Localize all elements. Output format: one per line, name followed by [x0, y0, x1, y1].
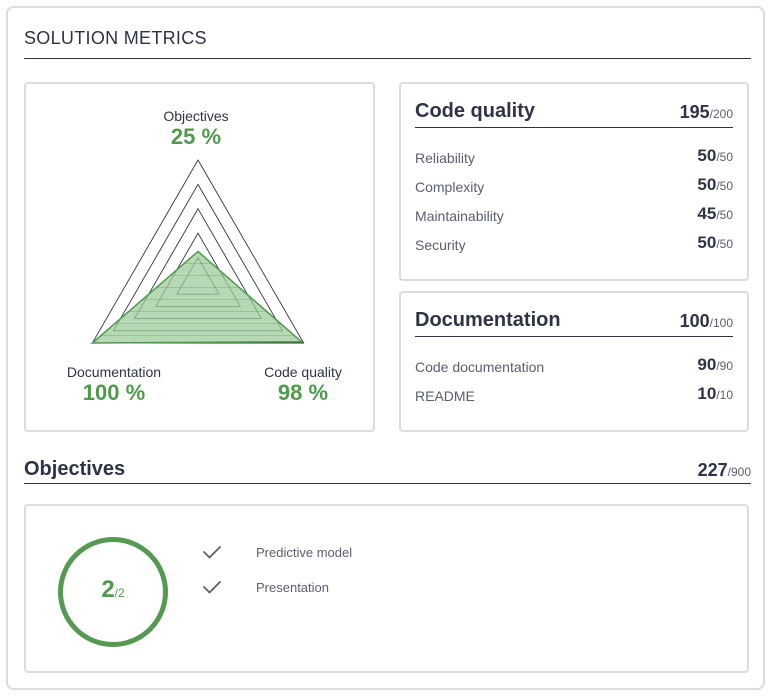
metric-score: 50 — [697, 146, 717, 165]
check-icon — [203, 546, 221, 559]
objective-task-label: Predictive model — [256, 545, 353, 560]
metric-max: /50 — [716, 208, 733, 222]
metric-row-complexity: Complexity 50/50 — [415, 175, 733, 197]
metric-label: Complexity — [415, 179, 485, 195]
objectives-max: /900 — [727, 465, 751, 479]
code-quality-panel: Code quality 195/200 Reliability 50/50 C… — [399, 82, 749, 281]
metric-max: /90 — [716, 359, 733, 373]
title-divider — [24, 58, 751, 59]
metric-row-security: Security 50/50 — [415, 233, 733, 255]
metric-value: 50/50 — [697, 175, 733, 195]
metric-label: Security — [415, 237, 466, 253]
objectives-header: Objectives 227/900 — [24, 458, 751, 484]
metric-row-readme: README 10/10 — [415, 384, 733, 406]
metric-score: 50 — [697, 233, 717, 252]
radar-panel: Objectives 25 % Documentation 100 % Code… — [24, 82, 375, 432]
metric-value: 90/90 — [697, 355, 733, 375]
radar-chart — [90, 159, 305, 344]
code-quality-max: /200 — [709, 107, 733, 121]
metric-max: /50 — [716, 150, 733, 164]
radar-area — [90, 250, 304, 344]
metric-max: /50 — [716, 179, 733, 193]
axis-value-objectives: 25 % — [170, 124, 222, 149]
metric-score: 45 — [697, 204, 717, 223]
solution-metrics-card: SOLUTION METRICS Objectives 25 % Documen… — [6, 6, 765, 690]
objectives-title: Objectives — [24, 458, 126, 480]
metric-label: Reliability — [415, 150, 475, 166]
page-title: SOLUTION METRICS — [24, 28, 207, 48]
metric-label: Code documentation — [415, 359, 545, 375]
metric-row-code-documentation: Code documentation 90/90 — [415, 355, 733, 377]
axis-value-documentation: 100 % — [82, 380, 146, 405]
metric-score: 50 — [697, 175, 717, 194]
metric-row-reliability: Reliability 50/50 — [415, 146, 733, 168]
axis-value-code-quality: 98 % — [277, 380, 329, 405]
metric-row-maintainability: Maintainability 45/50 — [415, 204, 733, 226]
documentation-header: Documentation 100/100 — [415, 309, 733, 337]
metric-score: 90 — [697, 355, 717, 374]
objectives-total: 227/900 — [698, 460, 751, 481]
code-quality-header: Code quality 195/200 — [415, 100, 733, 128]
axis-label-documentation: Documentation — [66, 364, 162, 380]
metric-label: README — [415, 388, 475, 404]
metric-label: Maintainability — [415, 208, 504, 224]
metric-value: 10/10 — [697, 384, 733, 404]
objectives-progress-text: 2/2 — [63, 576, 163, 604]
objectives-score: 227 — [697, 460, 728, 480]
radar-hatch — [101, 263, 295, 336]
documentation-max: /100 — [709, 316, 733, 330]
documentation-score: 100 — [679, 311, 710, 331]
documentation-title: Documentation — [415, 309, 561, 331]
metric-score: 10 — [697, 384, 717, 403]
code-quality-score: 195 — [679, 102, 710, 122]
axis-label-code-quality: Code quality — [264, 364, 342, 380]
objectives-completed-max: /2 — [114, 586, 125, 600]
check-icon — [203, 581, 221, 594]
documentation-panel: Documentation 100/100 Code documentation… — [399, 291, 749, 432]
axis-label-objectives: Objectives — [163, 108, 229, 124]
code-quality-total: 195/200 — [680, 102, 733, 123]
code-quality-title: Code quality — [415, 100, 536, 122]
documentation-total: 100/100 — [680, 311, 733, 332]
objectives-panel: 2/2 Predictive model Presentation — [24, 504, 749, 673]
metric-max: /10 — [716, 388, 733, 402]
objectives-completed: 2 — [101, 576, 115, 603]
metric-value: 45/50 — [697, 204, 733, 224]
objective-task-label: Presentation — [256, 580, 329, 595]
metric-max: /50 — [716, 237, 733, 251]
metric-value: 50/50 — [697, 233, 733, 253]
objectives-progress-ring: 2/2 — [58, 537, 168, 647]
metric-value: 50/50 — [697, 146, 733, 166]
